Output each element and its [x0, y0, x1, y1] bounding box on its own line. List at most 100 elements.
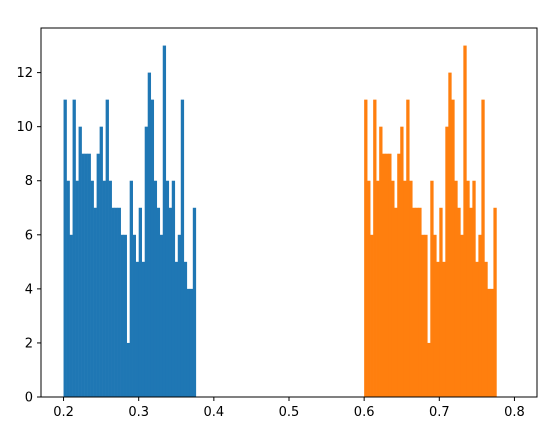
histogram-bar: [451, 99, 455, 397]
histogram-bar: [388, 153, 392, 397]
x-tick-label: 0.7: [429, 405, 450, 420]
histogram-bar: [162, 45, 167, 397]
histogram-bar: [189, 288, 194, 397]
histogram-bar: [484, 261, 488, 397]
histogram-bar: [418, 207, 422, 397]
histogram-bar: [475, 261, 479, 397]
histogram-bar: [168, 207, 173, 397]
histogram-bar: [159, 234, 164, 397]
histogram-bar: [192, 207, 197, 397]
histogram-bar: [111, 207, 115, 397]
histogram-bar: [177, 234, 182, 397]
histogram-bar: [385, 153, 389, 397]
histogram-bar: [129, 180, 133, 397]
histogram-bar: [93, 207, 97, 397]
histogram-bar: [436, 261, 440, 397]
histogram-bar: [165, 180, 170, 397]
y-tick-label: 0: [25, 391, 33, 406]
histogram-bar: [400, 126, 404, 398]
histogram-bar: [108, 180, 112, 397]
y-tick-label: 6: [25, 228, 33, 243]
y-axis: 0 2 4 6 8 10 12: [16, 66, 41, 406]
histogram-bar: [99, 126, 103, 398]
histogram-bar: [72, 99, 76, 397]
histogram-bar: [424, 234, 428, 397]
y-tick-label: 2: [25, 336, 33, 351]
histogram-bar: [144, 126, 149, 398]
y-tick-label: 4: [25, 282, 33, 297]
histogram-bar: [126, 342, 130, 397]
x-tick-label: 0.4: [204, 405, 225, 420]
histogram-bar: [463, 45, 467, 397]
histogram-bar: [397, 153, 401, 397]
histogram-bar: [153, 180, 158, 397]
histogram-bar: [180, 99, 185, 397]
histogram-bar: [150, 99, 155, 397]
histogram-bar: [78, 126, 82, 398]
histogram-bar: [382, 153, 386, 397]
histogram-bar: [442, 261, 446, 397]
histogram-bar: [448, 72, 452, 397]
x-tick-label: 0.2: [53, 405, 74, 420]
histogram-bar: [183, 261, 188, 397]
histogram-bar: [141, 261, 146, 397]
histogram-bar: [460, 234, 464, 397]
histogram-bar: [69, 234, 73, 397]
histogram-bar: [409, 180, 413, 397]
histogram-bar: [174, 261, 179, 397]
x-axis: 0.2 0.3 0.4 0.5 0.6 0.7 0.8: [53, 397, 525, 420]
histogram-bar: [469, 207, 473, 397]
histogram-bar: [433, 234, 437, 397]
histogram-bar: [376, 180, 380, 397]
histogram-bar: [75, 180, 79, 397]
histogram-bar: [421, 234, 425, 397]
histogram-bar: [373, 99, 377, 397]
histogram-bar: [427, 342, 431, 397]
histogram-bar: [117, 207, 121, 397]
histogram-bar: [138, 207, 143, 397]
histogram-bar: [102, 180, 106, 397]
y-tick-label: 8: [25, 174, 33, 189]
histogram-bar: [379, 126, 383, 398]
histogram-bar: [415, 207, 419, 397]
histogram-bar: [132, 234, 136, 397]
histogram-bar: [135, 261, 139, 397]
histogram-bar: [406, 99, 410, 397]
histogram-bar: [156, 207, 161, 397]
histogram-bar: [364, 99, 368, 397]
y-tick-label: 12: [16, 66, 33, 81]
histogram-bar: [430, 180, 434, 397]
histogram-bars: [63, 45, 497, 398]
histogram-bar: [105, 99, 109, 397]
histogram-bar: [478, 234, 482, 397]
histogram-bar: [186, 288, 191, 397]
histogram-bar: [147, 72, 152, 397]
histogram-bar: [457, 207, 461, 397]
histogram-bar: [87, 153, 91, 397]
histogram-bar: [490, 288, 494, 397]
histogram-bar: [171, 180, 176, 397]
x-tick-label: 0.6: [354, 405, 375, 420]
histogram-bar: [487, 288, 491, 397]
histogram-bar: [120, 234, 124, 397]
histogram-bar: [370, 234, 374, 397]
histogram-bar: [403, 180, 407, 397]
histogram-bar: [472, 180, 476, 397]
x-tick-label: 0.8: [504, 405, 525, 420]
histogram-bar: [90, 180, 94, 397]
histogram-bar: [96, 153, 100, 397]
histogram-bar: [367, 180, 371, 397]
histogram-bar: [445, 126, 449, 398]
histogram-bar: [123, 234, 127, 397]
y-tick-label: 10: [16, 120, 33, 135]
histogram-bar: [439, 207, 443, 397]
histogram-bar: [84, 153, 88, 397]
histogram-bar: [391, 180, 395, 397]
x-tick-label: 0.3: [128, 405, 149, 420]
histogram-bar: [454, 180, 458, 397]
histogram-bar: [114, 207, 118, 397]
histogram-bar: [481, 99, 485, 397]
histogram-bar: [412, 207, 416, 397]
histogram-bar: [66, 180, 70, 397]
